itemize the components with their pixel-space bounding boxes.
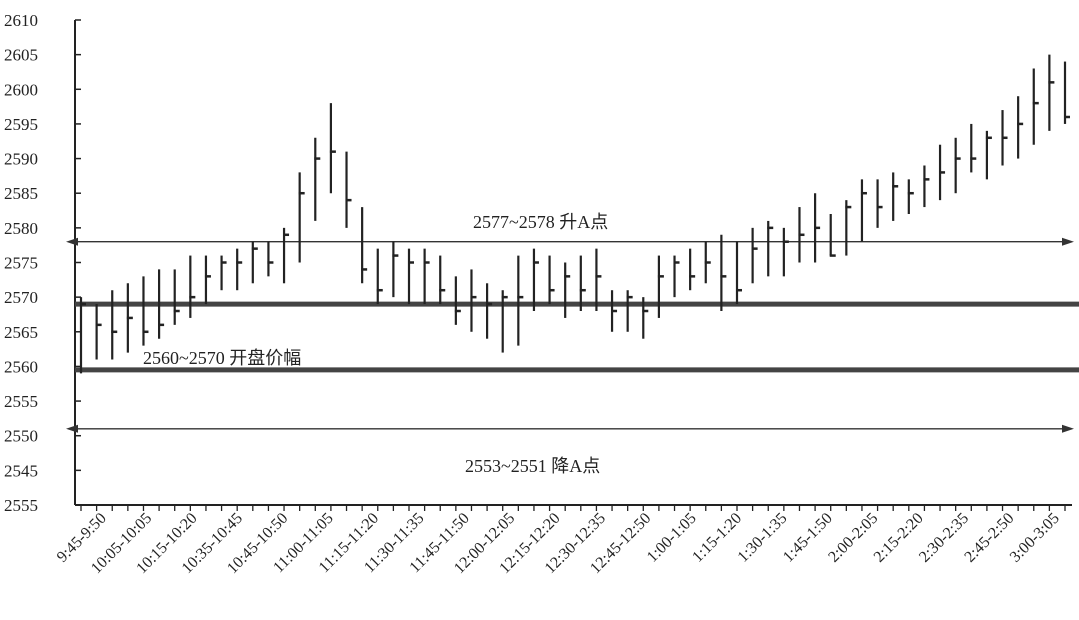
price-bar xyxy=(610,290,618,332)
annotation-opening-range: 2560~2570 开盘价幅 xyxy=(143,348,301,368)
price-bar xyxy=(720,234,727,311)
y-tick-label: 2550 xyxy=(4,427,38,446)
price-bar xyxy=(517,255,524,346)
price-bar xyxy=(970,123,977,173)
price-bar xyxy=(704,241,711,284)
price-bar xyxy=(938,144,946,201)
price-bar xyxy=(79,297,86,374)
price-bar xyxy=(782,227,789,277)
y-tick-label: 2610 xyxy=(4,11,38,30)
price-bar xyxy=(251,241,258,284)
price-bar xyxy=(501,290,508,353)
price-bar xyxy=(1048,54,1055,131)
y-tick-label: 2565 xyxy=(4,323,38,342)
price-bar xyxy=(142,276,149,346)
price-bar xyxy=(923,165,930,208)
arrow-left-head xyxy=(66,424,78,433)
price-bar xyxy=(829,214,836,257)
x-axis: 9:45-9:5010:05-10:0510:15-10:2010:35-10:… xyxy=(54,504,1072,577)
price-bar xyxy=(220,255,227,291)
y-tick-label: 2595 xyxy=(4,115,38,134)
y-tick-label: 2545 xyxy=(4,461,38,480)
price-bar xyxy=(189,255,196,318)
price-bar xyxy=(907,179,914,214)
annotation-rise-point: 2577~2578 升A点 xyxy=(473,212,608,232)
price-bar xyxy=(95,304,102,360)
reference-lines xyxy=(66,237,1079,433)
price-bar xyxy=(111,290,118,360)
price-bar xyxy=(470,269,477,332)
price-bar xyxy=(157,269,165,339)
price-bar xyxy=(423,248,430,305)
y-tick-label: 2570 xyxy=(4,288,38,307)
price-bar xyxy=(298,172,305,263)
price-bars xyxy=(79,54,1070,374)
price-bar xyxy=(532,248,539,311)
price-bar xyxy=(860,179,867,242)
price-bar xyxy=(892,172,899,221)
y-tick-label: 2555 xyxy=(4,496,38,515)
price-bar xyxy=(626,290,633,332)
price-bar xyxy=(1063,61,1070,124)
price-bar xyxy=(361,207,368,284)
price-bar xyxy=(1017,96,1024,159)
price-bar xyxy=(673,255,680,298)
y-tick-label: 2575 xyxy=(4,254,38,273)
y-tick-label: 2605 xyxy=(4,46,38,65)
y-axis: 2555 2545 2550 2555 2560 2565 2570 2575 2580 2585… xyxy=(4,11,81,515)
y-tick-label: 2555 xyxy=(4,392,38,411)
price-bar xyxy=(407,248,414,305)
price-bar xyxy=(954,137,961,194)
annotation-fall-point: 2553~2551 降A点 xyxy=(465,456,600,476)
y-tick-label: 2600 xyxy=(4,80,38,99)
price-bar xyxy=(845,200,852,256)
price-bar xyxy=(579,255,586,311)
price-bar xyxy=(689,248,696,291)
price-bar xyxy=(485,283,493,339)
price-bar xyxy=(392,241,399,298)
price-bar xyxy=(126,283,133,353)
price-bar xyxy=(985,130,992,180)
price-bar xyxy=(329,103,336,194)
price-bar xyxy=(454,276,461,325)
price-bar xyxy=(345,151,352,228)
y-tick-label: 2590 xyxy=(4,150,38,169)
y-tick-label: 2560 xyxy=(4,357,38,376)
price-bar xyxy=(642,297,649,339)
arrow-left-head xyxy=(66,237,78,246)
price-bar xyxy=(548,255,555,305)
price-bar xyxy=(657,255,664,318)
price-bar xyxy=(1001,110,1008,166)
y-tick-label: 2580 xyxy=(4,219,38,238)
price-bar xyxy=(876,179,883,228)
price-bar xyxy=(564,262,571,318)
price-bar xyxy=(236,248,243,291)
price-bar xyxy=(751,227,758,284)
price-bar xyxy=(282,227,290,284)
price-bar xyxy=(439,255,446,305)
price-bar xyxy=(735,241,742,305)
price-bar xyxy=(595,248,602,311)
y-tick-label: 2585 xyxy=(4,184,38,203)
price-bar xyxy=(813,193,821,263)
price-bar xyxy=(173,269,180,325)
price-bar xyxy=(204,255,211,305)
price-bar xyxy=(1032,68,1039,145)
x-tick-label: 3:00-3:05 xyxy=(1007,510,1063,566)
price-bar xyxy=(376,248,383,305)
price-bar xyxy=(267,241,274,277)
arrow-right-head xyxy=(1062,237,1074,246)
price-bar xyxy=(798,207,805,263)
arrow-right-head xyxy=(1062,424,1074,433)
price-bar xyxy=(314,137,321,221)
price-bar xyxy=(767,220,774,277)
